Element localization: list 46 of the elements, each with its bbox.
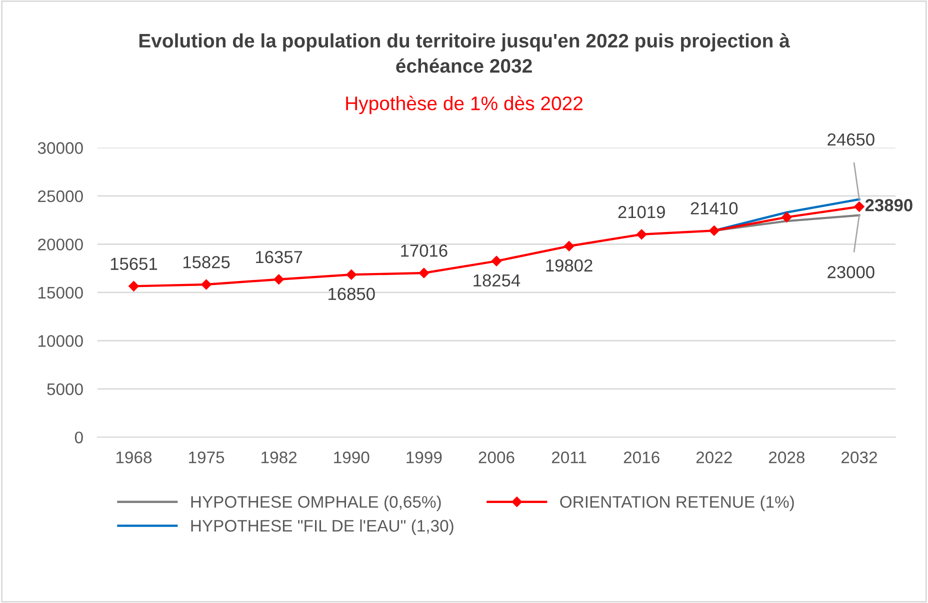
data-label: 16850 <box>328 288 375 300</box>
point <box>636 229 647 240</box>
legend-label: HYPOTHESE "FIL DE l'EAU" (1,30) <box>191 519 454 535</box>
point <box>128 281 139 292</box>
y-tick-label: 10000 <box>38 335 83 347</box>
data-label: 18254 <box>474 274 520 287</box>
y-tick-label: 0 <box>74 432 83 444</box>
data-label: 15651 <box>110 258 158 270</box>
x-tick-label: 2028 <box>768 452 805 464</box>
y-tick-label: 5000 <box>47 383 83 396</box>
chart-title: Evolution de la population du territoire jusqu'en 2022 puis projection à échéance 2032 <box>139 33 790 73</box>
point <box>491 256 502 266</box>
y-tick-label: 15000 <box>38 286 83 299</box>
x-tick-label: 1990 <box>334 452 370 464</box>
data-label: 19802 <box>546 259 592 272</box>
point <box>564 241 574 252</box>
y-tick-label: 25000 <box>38 190 83 202</box>
x-tick-label: 1999 <box>406 452 442 464</box>
data-label: 17016 <box>401 244 448 257</box>
x-tick-label: 2006 <box>478 452 514 464</box>
x-tick-label: 2011 <box>552 452 586 464</box>
x-tick-label: 1968 <box>116 452 152 464</box>
legend-label: ORIENTATION RETENUE (1%) <box>560 496 794 512</box>
point <box>274 274 284 284</box>
data-label: 21019 <box>618 206 665 218</box>
legend-label: HYPOTHESE OMPHALE (0,65%) <box>191 496 441 512</box>
x-tick-label: 2032 <box>842 452 877 464</box>
x-tick-label: 2016 <box>624 452 660 464</box>
data-label: 16357 <box>256 250 302 264</box>
point <box>346 269 356 280</box>
point <box>782 212 792 222</box>
y-tick-label: 20000 <box>38 238 83 250</box>
data-label: 23000 <box>828 266 874 278</box>
y-tick-label: 30000 <box>38 142 83 154</box>
data-label: 21410 <box>690 202 738 214</box>
point <box>709 225 720 236</box>
x-tick-label: 2022 <box>696 452 732 464</box>
x-tick-label: 1982 <box>262 452 297 464</box>
point <box>201 279 212 290</box>
point <box>854 202 864 212</box>
data-label: 24650 <box>828 133 874 146</box>
x-tick-label: 1975 <box>189 452 224 464</box>
point <box>418 268 430 278</box>
data-label: 23890 <box>865 199 912 212</box>
data-label: 15825 <box>183 256 230 268</box>
chart-subtitle: Hypothèse de 1% dès 2022 <box>346 96 582 114</box>
